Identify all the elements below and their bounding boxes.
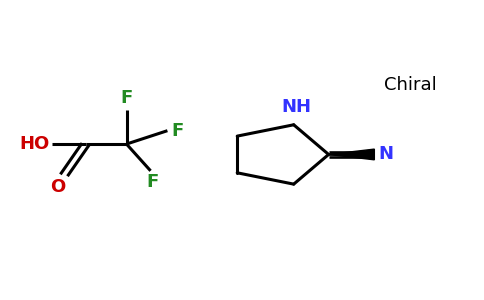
Text: F: F	[121, 89, 133, 107]
Polygon shape	[329, 149, 374, 160]
Text: Chiral: Chiral	[384, 76, 437, 94]
Text: F: F	[147, 173, 159, 191]
Text: NH: NH	[281, 98, 311, 116]
Text: HO: HO	[19, 135, 49, 153]
Text: O: O	[50, 178, 66, 196]
Text: N: N	[378, 146, 393, 164]
Text: F: F	[171, 122, 183, 140]
